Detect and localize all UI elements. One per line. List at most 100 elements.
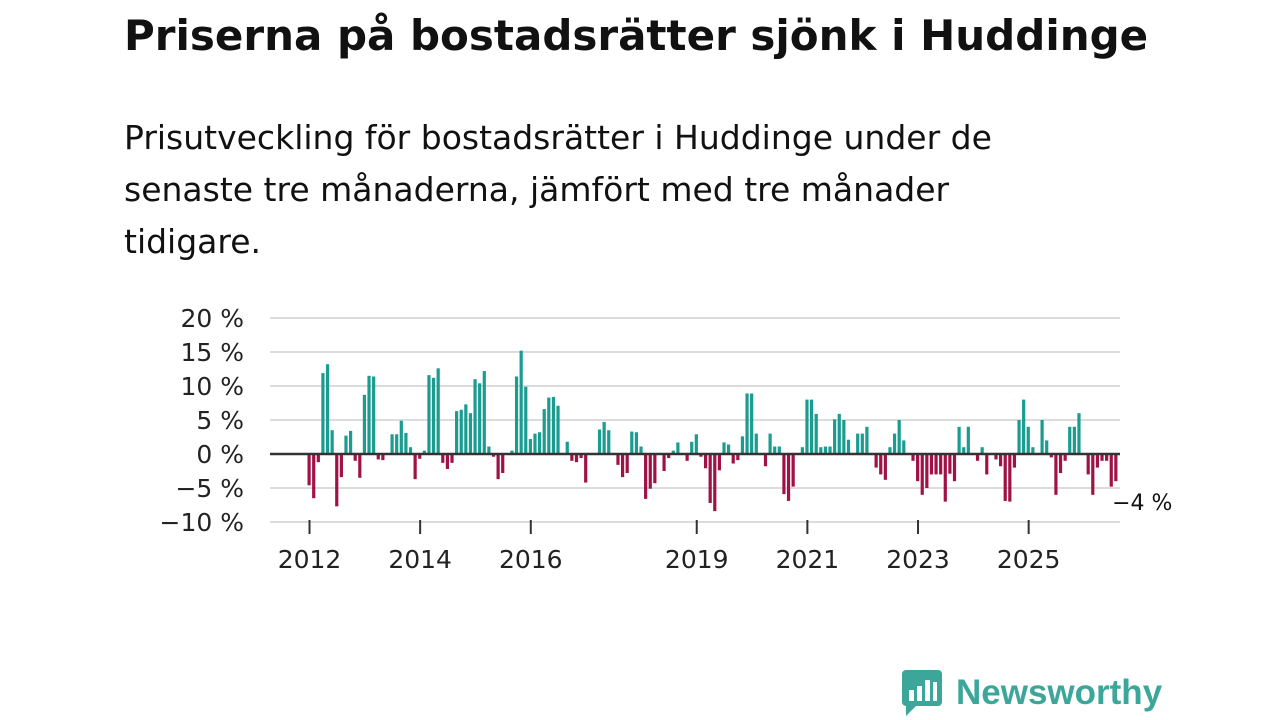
bar [1008,454,1012,502]
bar [1072,426,1076,454]
bar [464,404,468,454]
annotation: −4 % [1110,489,1175,519]
bar [1022,399,1026,454]
bar [431,377,436,454]
bar [897,420,901,454]
bar [791,454,795,487]
bar [773,446,777,454]
bar [943,454,947,502]
bar [952,454,957,482]
bar [358,454,362,478]
bar [441,454,445,463]
bar-chart-speech-bubble-icon [902,670,942,716]
bar [565,441,569,454]
bar [833,419,837,454]
bar [602,422,606,454]
bar [975,454,980,461]
bar [676,442,680,454]
bar [879,454,883,475]
bar [750,393,754,454]
bar [1012,454,1017,468]
bar [727,444,731,454]
bar [487,446,491,454]
bar [865,426,869,454]
bar [1045,440,1049,454]
bar [874,454,878,468]
bar [1063,454,1067,461]
bar [694,434,698,454]
y-tick-label: 0 % [196,440,244,469]
newsworthy-logo: Newsworthy [902,668,1162,718]
bar [653,454,657,484]
y-tick-label: 15 % [180,338,244,367]
bar [685,454,689,461]
bar [372,376,376,454]
x-tick-label: 2023 [886,545,950,574]
bar [367,375,371,454]
bar [999,454,1003,467]
bar [514,376,519,454]
bar [307,454,311,486]
bar [376,454,380,460]
bar [473,379,477,454]
bar [519,350,523,454]
grid-lines [270,317,1120,523]
bar [690,441,694,454]
bar [939,454,943,475]
bar [916,454,920,482]
bar [662,454,666,471]
bar [814,413,818,454]
bar [892,433,897,454]
bar [321,373,325,454]
bar [312,454,316,499]
bar [597,429,602,454]
bar [533,433,537,454]
bar [1109,454,1113,487]
bar [510,450,514,454]
bar [745,393,749,454]
bar [823,446,828,454]
bar [929,454,934,475]
bar [754,433,758,454]
bar [805,399,809,454]
bar [703,454,708,469]
bar [837,413,841,454]
chart-subtitle: Prisutveckling för bostadsrätter i Huddi… [124,118,992,261]
bar [648,454,652,489]
bar [381,454,385,461]
bar [994,454,998,460]
bar [625,454,629,474]
bar [1003,454,1007,501]
bar [630,431,634,454]
bar [980,447,984,454]
page-title: Priserna på bostadsrätter sjönk i Huddin… [124,11,1149,60]
bar [819,447,823,454]
bar [699,454,703,457]
bars [307,350,1118,512]
bar [616,454,620,465]
bar [925,454,929,488]
latest-value-label: −4 % [1112,491,1172,516]
y-tick-label: −5 % [175,474,244,503]
bar [846,439,851,454]
bar [1100,454,1104,461]
bar [1086,454,1090,475]
x-tick-label: 2012 [278,545,342,574]
bar [1054,454,1058,495]
bar [828,446,832,454]
bar [501,454,505,474]
bar [362,394,367,454]
bar [786,454,791,501]
bar [353,454,357,461]
bar [528,439,532,454]
bar [538,432,542,454]
bar [335,454,339,507]
bar [948,454,952,474]
bar [1049,454,1053,458]
bar [722,442,726,454]
bar [348,430,353,454]
bar [574,454,579,463]
bar [570,454,574,461]
bar [671,450,675,454]
bar [330,430,334,454]
